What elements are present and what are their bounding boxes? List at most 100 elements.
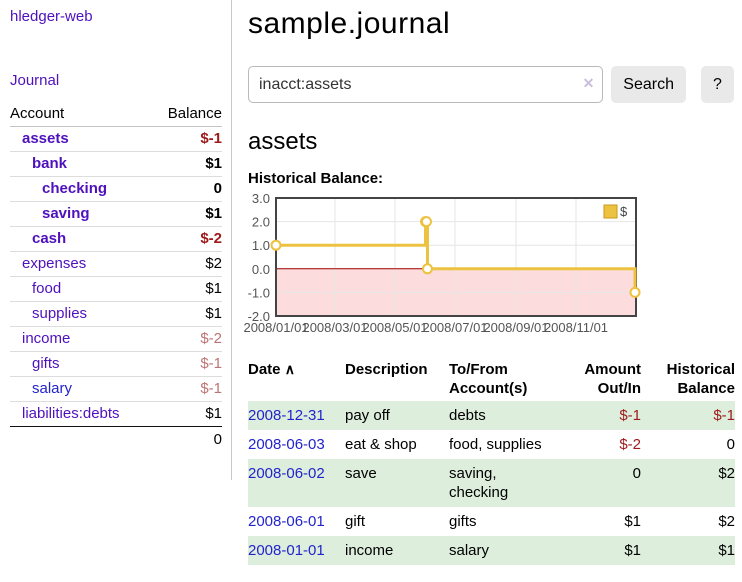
page-title: sample.journal	[248, 7, 451, 40]
account-row: assets $-1	[10, 126, 222, 152]
register-cell-amount: $1	[624, 542, 641, 559]
sidebar-accounts-table: Account Balance assets $-1 bank $1 checking 0…	[10, 102, 222, 452]
accounts-header-row: Account Balance	[10, 102, 222, 127]
account-link[interactable]: liabilities:debts	[22, 405, 120, 422]
account-link[interactable]: assets	[22, 130, 69, 147]
register-table: Date ∧ Description To/From Account(s) Am…	[248, 357, 735, 565]
account-balance: $1	[151, 151, 222, 177]
account-balance: $-1	[151, 351, 222, 377]
svg-text:$: $	[620, 204, 628, 219]
account-link[interactable]: saving	[42, 205, 90, 222]
accounts-header-account: Account	[10, 102, 152, 127]
register-cell-description: gift	[345, 513, 366, 530]
account-balance: $-2	[151, 226, 222, 252]
register-row: 2008-06-01 gift gifts $1 $2	[248, 507, 735, 536]
sort-ascending-icon: ∧	[284, 361, 295, 377]
register-cell-amount: 0	[632, 465, 641, 482]
accounts-total-spacer	[10, 427, 152, 453]
search-input[interactable]	[248, 66, 604, 103]
help-button[interactable]: ?	[701, 66, 734, 103]
register-header-accounts: To/From Account(s)	[449, 361, 528, 397]
accounts-total-row: 0	[10, 427, 222, 453]
register-cell-description: pay off	[345, 407, 390, 424]
account-row: income $-2	[10, 326, 222, 352]
register-cell-accounts: food, supplies	[449, 436, 542, 453]
account-balance: $1	[151, 401, 222, 427]
svg-text:2008/11/01: 2008/11/01	[544, 320, 608, 335]
svg-text:0.0: 0.0	[252, 262, 270, 277]
account-balance: $-2	[151, 326, 222, 352]
register-row: 2008-06-03 eat & shop food, supplies $-2 0	[248, 430, 735, 459]
app-title: hledger-web	[10, 8, 222, 25]
account-row: expenses $2	[10, 251, 222, 277]
transaction-date-link[interactable]: 2008-12-31	[248, 407, 325, 424]
register-cell-accounts: debts	[449, 407, 486, 424]
register-header-row: Date ∧ Description To/From Account(s) Am…	[248, 357, 735, 401]
search-form: ✕ Search ?	[248, 66, 734, 103]
svg-text:-1.0: -1.0	[248, 285, 270, 300]
account-link[interactable]: bank	[32, 155, 68, 172]
register-cell-date: 2008-06-02	[248, 459, 345, 507]
register-header-date[interactable]: Date ∧	[248, 361, 295, 378]
register-cell-balance: 0	[726, 436, 735, 453]
svg-text:2008/01/01: 2008/01/01	[243, 320, 308, 335]
register-cell-amount: $-2	[619, 436, 641, 453]
account-balance: $1	[151, 201, 222, 227]
account-link[interactable]: food	[32, 280, 62, 297]
account-link[interactable]: expenses	[22, 255, 87, 272]
register-cell-accounts: saving, checking	[449, 465, 509, 501]
register-cell-accounts: salary	[449, 542, 490, 559]
app-title-link[interactable]: hledger-web	[10, 8, 93, 25]
register-header-description: Description	[345, 361, 428, 378]
register-cell-balance: $-1	[713, 407, 735, 424]
account-row: bank $1	[10, 151, 222, 177]
account-balance: $1	[151, 301, 222, 327]
main-content: sample.journal ✕ Search ? assets Histori…	[232, 0, 742, 565]
register-cell-amount: $-1	[619, 407, 641, 424]
account-link[interactable]: income	[22, 330, 71, 347]
svg-text:2.0: 2.0	[252, 215, 270, 230]
register-cell-balance: $2	[718, 513, 735, 530]
svg-text:2008/07/01: 2008/07/01	[422, 320, 487, 335]
clear-search-icon[interactable]: ✕	[582, 75, 595, 91]
svg-text:2008/05/01: 2008/05/01	[362, 320, 427, 335]
transaction-date-link[interactable]: 2008-06-01	[248, 513, 325, 530]
account-link[interactable]: gifts	[32, 355, 60, 372]
account-row: checking 0	[10, 176, 222, 202]
chart-label: Historical Balance:	[248, 170, 384, 187]
register-cell-amount: $1	[624, 513, 641, 530]
register-header-balance: Historical Balance	[666, 361, 735, 397]
transaction-date-link[interactable]: 2008-01-01	[248, 542, 325, 559]
historical-balance-chart: $3.0 2.0 1.0 0.0 -1.0 -2.0 2008/01/01 2008/03/0…	[243, 191, 734, 345]
register-cell-balance: $2	[718, 465, 735, 482]
transaction-date-link[interactable]: 2008-06-02	[248, 465, 325, 482]
sidebar-item-journal[interactable]: Journal	[10, 72, 60, 89]
account-row: cash $-2	[10, 226, 222, 252]
search-button[interactable]: Search	[611, 66, 686, 103]
account-row: gifts $-1	[10, 351, 222, 377]
register-header-amount: Amount Out/In	[584, 361, 641, 397]
account-row: saving $1	[10, 201, 222, 227]
register-row: 2008-12-31 pay off debts $-1 $-1	[248, 401, 735, 430]
account-balance: $2	[151, 251, 222, 277]
register-cell-accounts: gifts	[449, 513, 477, 530]
transaction-date-link[interactable]: 2008-06-03	[248, 436, 325, 453]
svg-text:2008/09/01: 2008/09/01	[483, 320, 548, 335]
account-link[interactable]: supplies	[32, 305, 88, 322]
svg-text:2008/03/01: 2008/03/01	[302, 320, 367, 335]
register-cell-date: 2008-01-01	[248, 536, 345, 565]
accounts-total-value: 0	[213, 431, 222, 448]
account-row: salary $-1	[10, 376, 222, 402]
account-link[interactable]: cash	[32, 230, 67, 247]
register-cell-date: 2008-06-01	[248, 507, 345, 536]
register-cell-description: save	[345, 465, 377, 482]
account-row: food $1	[10, 276, 222, 302]
register-cell-description: income	[345, 542, 394, 559]
account-balance: $1	[151, 276, 222, 302]
account-row: liabilities:debts $1	[10, 401, 222, 427]
register-cell-date: 2008-12-31	[248, 401, 345, 430]
account-link[interactable]: salary	[32, 380, 73, 397]
account-link[interactable]: checking	[42, 180, 108, 197]
register-row: 2008-06-02 save saving, checking 0 $2	[248, 459, 735, 507]
account-heading: assets	[248, 128, 318, 155]
